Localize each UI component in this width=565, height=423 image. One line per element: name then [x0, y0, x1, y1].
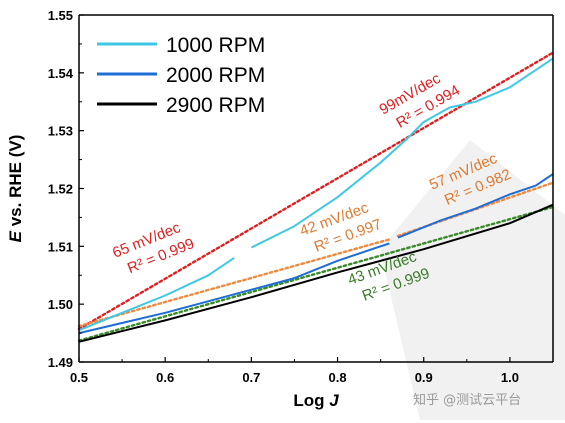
data-series	[78, 57, 554, 343]
x-axis-title: Log J	[293, 391, 339, 410]
y-tick-label: 1.55	[48, 8, 73, 23]
background-watermark-shape	[380, 140, 565, 420]
y-axis-title: E vs. RHE (V)	[6, 135, 25, 243]
y-tick-label: 1.54	[48, 66, 74, 81]
x-tick-label: 0.5	[70, 370, 88, 385]
y-tick-label: 1.49	[48, 355, 73, 370]
legend-label: 2900 RPM	[166, 94, 265, 117]
series-line	[397, 173, 554, 239]
x-tick-label: 1.0	[501, 370, 519, 385]
x-tick-label: 0.9	[415, 370, 433, 385]
y-tick-label: 1.52	[48, 182, 73, 197]
series-line	[78, 242, 390, 335]
series-line	[78, 203, 554, 343]
y-tick-label: 1.53	[48, 124, 73, 139]
legend-label: 1000 RPM	[166, 34, 265, 57]
x-tick-label: 0.6	[156, 370, 174, 385]
watermark-text: 知乎 @测试云平台	[413, 392, 521, 408]
fit-line	[77, 238, 391, 328]
series-line	[78, 257, 235, 332]
x-tick-label: 0.8	[329, 370, 347, 385]
fit-line	[77, 51, 555, 331]
y-tick-label: 1.51	[48, 239, 73, 254]
series-line	[250, 57, 554, 249]
legend-label: 2000 RPM	[166, 64, 265, 87]
x-tick-label: 0.7	[242, 370, 260, 385]
fit-line	[77, 205, 555, 342]
legend: 1000 RPM 2000 RPM 2900 RPM	[97, 34, 265, 117]
y-tick-label: 1.50	[48, 297, 73, 312]
axes: 0.5 0.6 0.7 0.8 0.9 1.0 1.49 1.50 1.51 1.52 1.53 1.…	[6, 8, 554, 410]
